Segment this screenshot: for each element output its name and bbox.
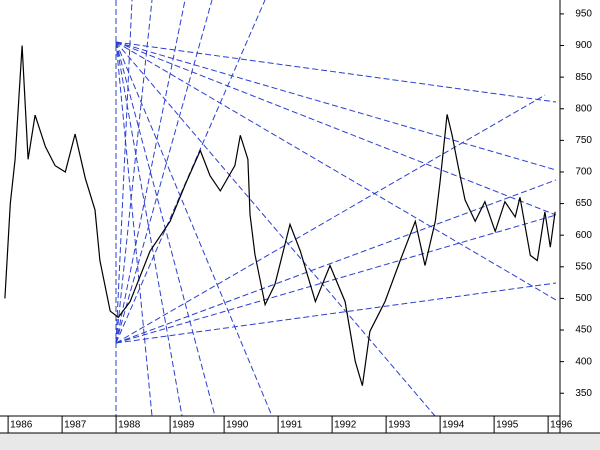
fan-line xyxy=(115,41,557,216)
fan-line xyxy=(115,282,557,344)
x-tick-label: 1994 xyxy=(442,420,465,431)
y-tick-label: 700 xyxy=(575,167,592,178)
fan-line xyxy=(115,0,133,344)
x-tick-label: 1991 xyxy=(280,420,303,431)
fan-line xyxy=(115,41,557,103)
y-tick-label: 450 xyxy=(575,325,592,336)
x-tick-label: 1995 xyxy=(496,420,519,431)
y-tick-label: 550 xyxy=(575,261,592,272)
fan-line xyxy=(115,41,436,417)
x-tick-label: 1990 xyxy=(226,420,249,431)
y-tick-label: 850 xyxy=(575,72,592,83)
y-tick-label: 350 xyxy=(575,388,592,399)
y-tick-label: 750 xyxy=(575,135,592,146)
y-tick-label: 800 xyxy=(575,103,592,114)
fan-line xyxy=(115,94,546,344)
fan-line xyxy=(115,0,213,344)
fan-line xyxy=(115,41,557,171)
price-line xyxy=(4,45,556,386)
y-tick-label: 900 xyxy=(575,40,592,51)
y-tick-label: 950 xyxy=(575,9,592,20)
y-tick-label: 500 xyxy=(575,293,592,304)
y-tick-label: 650 xyxy=(575,198,592,209)
fan-line xyxy=(115,41,273,417)
fan-line xyxy=(115,0,266,344)
x-tick-label: 1988 xyxy=(118,420,141,431)
fan-line xyxy=(115,41,557,301)
x-tick-label: 1986 xyxy=(10,420,33,431)
x-tick-label: 1992 xyxy=(334,420,357,431)
x-tick-label: 1989 xyxy=(172,420,195,431)
y-tick-label: 600 xyxy=(575,230,592,241)
status-strip xyxy=(0,433,600,450)
fan-line xyxy=(115,0,153,344)
fan-line xyxy=(115,0,186,344)
x-tick-label: 1996 xyxy=(550,420,573,431)
x-tick-label: 1987 xyxy=(64,420,87,431)
x-tick-label: 1993 xyxy=(388,420,411,431)
y-tick-label: 400 xyxy=(575,356,592,367)
